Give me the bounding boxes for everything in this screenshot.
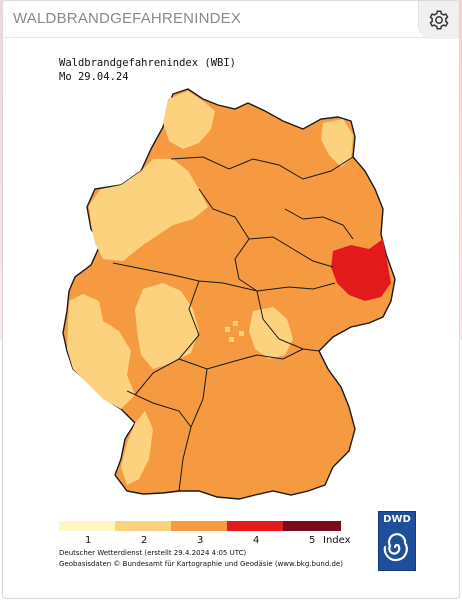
- credit-geobasis: Geobasisdaten © Bundesamt für Kartograph…: [59, 560, 343, 568]
- dwd-logo-text: DWD: [383, 514, 411, 525]
- area-pomerania-class2: [321, 119, 353, 167]
- legend-label-1: 1: [85, 535, 92, 546]
- wbi-map-panel: Waldbrandgefahrenindex (WBI) Mo 29.04.24: [3, 39, 459, 598]
- area-west-class2: [67, 294, 135, 409]
- legend-label-5: 5: [309, 535, 316, 546]
- area-southwest-class2: [121, 411, 153, 485]
- marker-cluster: [225, 321, 244, 342]
- area-lusatia-class4: [331, 239, 391, 301]
- area-central-west-class2: [135, 283, 199, 369]
- gear-icon: [429, 10, 449, 30]
- area-schleswig-class2: [163, 91, 215, 149]
- page-backdrop-right: [459, 0, 462, 340]
- legend-label-4: 4: [253, 535, 260, 546]
- dwd-swirl-icon: [383, 533, 408, 562]
- legend-swatch-4: [227, 521, 283, 531]
- map-title: Waldbrandgefahrenindex (WBI): [59, 57, 237, 69]
- state-borders: [112, 156, 354, 492]
- card-header: WALDBRANDGEFAHRENINDEX: [3, 1, 459, 39]
- germany-wbi-map: [62, 88, 396, 500]
- legend-label-3: 3: [197, 535, 204, 546]
- legend-swatch-3: [171, 521, 227, 531]
- legend-swatch-5: [283, 521, 341, 531]
- settings-button[interactable]: [418, 1, 459, 39]
- legend-swatch-1: [59, 521, 115, 531]
- area-north-class2: [89, 159, 208, 261]
- credit-dwd: Deutscher Wetterdienst (erstellt 29.4.20…: [59, 549, 247, 557]
- legend-unit: Index: [323, 535, 351, 546]
- map-legend: 1 2 3 4 5 Index: [59, 521, 359, 551]
- legend-swatch-2: [115, 521, 171, 531]
- card-title: WALDBRANDGEFAHRENINDEX: [13, 10, 242, 27]
- dwd-logo: DWD: [378, 511, 416, 571]
- area-thuringia-class2: [249, 307, 293, 359]
- map-date: Mo 29.04.24: [59, 71, 129, 83]
- legend-label-2: 2: [141, 535, 148, 546]
- page-backdrop-left: [0, 0, 3, 340]
